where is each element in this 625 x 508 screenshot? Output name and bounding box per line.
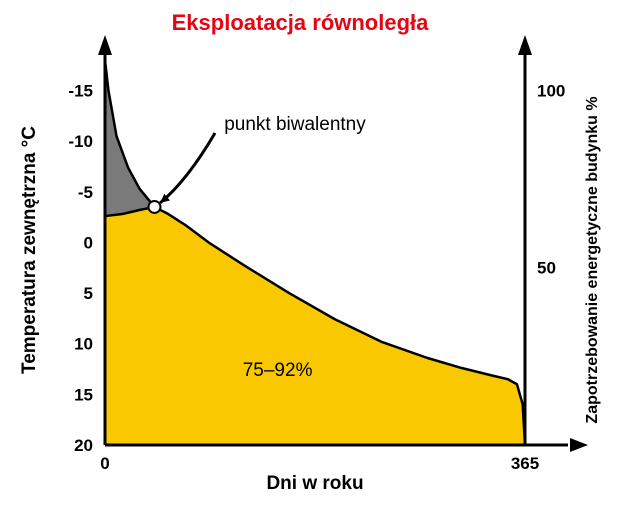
left-tick-label: -5 [78, 183, 93, 202]
left-tick-label: -15 [68, 81, 93, 100]
left-tick-label: 0 [84, 233, 93, 252]
bottom-tick-label: 365 [511, 454, 539, 473]
chart-svg: -15 -10 -5 0 5 10 15 20 Temperatura zewnętrzna °… [0, 0, 625, 508]
axis-right-label: Zapotrzebowanie energetyczne budynku % [584, 96, 601, 423]
left-tick-label: 20 [74, 436, 93, 455]
left-tick-label: 5 [84, 284, 93, 303]
right-tick-label: 50 [537, 259, 556, 278]
right-tick-label: 100 [537, 81, 565, 100]
bivalent-label: punkt biwalentny [224, 114, 366, 135]
chart-container: -15 -10 -5 0 5 10 15 20 Temperatura zewnętrzna °… [0, 0, 625, 508]
chart-title: Eksploatacja równoległa [172, 10, 430, 35]
axis-left-label: Temperatura zewnętrzna °C [19, 126, 40, 374]
bivalent-point-marker [148, 201, 160, 213]
area-percentage-label: 75–92% [243, 360, 313, 381]
left-tick-label: -10 [68, 132, 93, 151]
axis-bottom-label: Dni w roku [266, 473, 363, 494]
left-tick-label: 10 [74, 335, 93, 354]
left-tick-label: 15 [74, 385, 93, 404]
bottom-tick-label: 0 [100, 454, 109, 473]
